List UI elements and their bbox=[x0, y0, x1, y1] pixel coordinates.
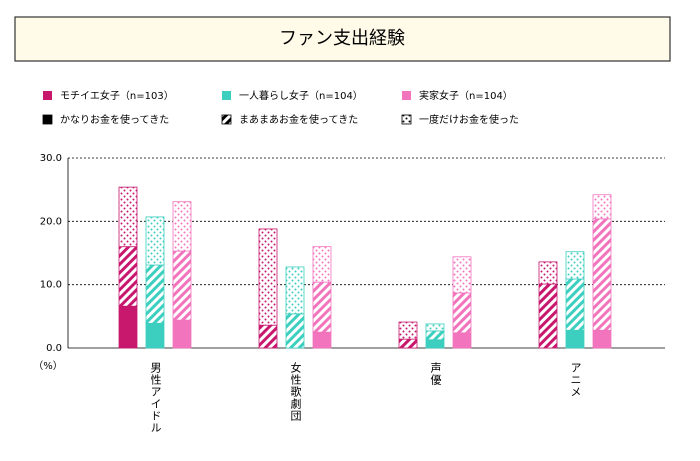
legend-label: 一度だけお金を使った bbox=[419, 113, 519, 126]
y-tick-label: 30.0 bbox=[40, 153, 62, 164]
y-tick-label: 20.0 bbox=[40, 216, 62, 227]
legend-swatch bbox=[401, 114, 412, 125]
bar-segment bbox=[258, 228, 278, 326]
bar-segment bbox=[118, 305, 138, 349]
legend-label: かなりお金を使ってきた bbox=[60, 113, 169, 126]
bar-segment bbox=[285, 313, 305, 349]
y-unit: （%） bbox=[33, 360, 63, 372]
legend-swatch bbox=[222, 91, 231, 100]
legend-label: 実家女子（n=104） bbox=[419, 89, 513, 102]
bar-segment bbox=[285, 266, 305, 315]
y-tick-label: 10.0 bbox=[40, 280, 62, 291]
bar-segment bbox=[452, 332, 472, 349]
legend-swatch bbox=[221, 114, 232, 125]
bar-segment bbox=[118, 246, 138, 307]
bar-segment bbox=[425, 323, 445, 332]
legend-label: まあまあお金を使ってきた bbox=[239, 113, 358, 126]
bar-segment bbox=[398, 321, 418, 340]
bar-segment bbox=[312, 331, 332, 349]
bar-segment bbox=[538, 261, 558, 285]
legend-label: モチイエ女子（n=103） bbox=[60, 89, 174, 102]
bar-segment bbox=[118, 186, 138, 248]
bar-segment bbox=[172, 250, 192, 321]
bar-segment bbox=[425, 339, 445, 349]
x-tick-label: 女性歌劇団 bbox=[289, 361, 302, 422]
title-box bbox=[14, 16, 671, 62]
legend-swatch bbox=[42, 114, 53, 125]
bar-segment bbox=[312, 281, 332, 333]
bar-segment bbox=[592, 218, 612, 331]
x-tick-label: 声優 bbox=[429, 361, 442, 386]
bar-segment bbox=[565, 251, 585, 280]
bar-segment bbox=[172, 201, 192, 252]
bar-segment bbox=[592, 194, 612, 220]
bar-segment bbox=[565, 278, 585, 331]
bar-segment bbox=[592, 329, 612, 349]
bar-segment bbox=[145, 216, 165, 266]
y-tick-label: 0.0 bbox=[46, 343, 62, 354]
bar-segment bbox=[425, 330, 445, 341]
bar-segment bbox=[312, 246, 332, 283]
bar-segment bbox=[538, 283, 558, 349]
bar-segment bbox=[398, 338, 418, 349]
legend-swatch bbox=[402, 91, 411, 100]
bar-segment bbox=[145, 322, 165, 349]
bar-segment bbox=[452, 292, 472, 334]
legend-label: 一人暮らし女子（n=104） bbox=[239, 89, 363, 102]
x-tick-label: アニメ bbox=[569, 362, 582, 398]
bar-segment bbox=[172, 319, 192, 349]
legend-swatch bbox=[43, 91, 52, 100]
bar-segment bbox=[145, 264, 165, 324]
bar-segment bbox=[258, 324, 278, 349]
chart-title: ファン支出経験 bbox=[279, 28, 405, 49]
x-tick-label: 男性アイドル bbox=[149, 362, 162, 434]
bar-segment bbox=[452, 256, 472, 294]
bar-segment bbox=[565, 329, 585, 349]
